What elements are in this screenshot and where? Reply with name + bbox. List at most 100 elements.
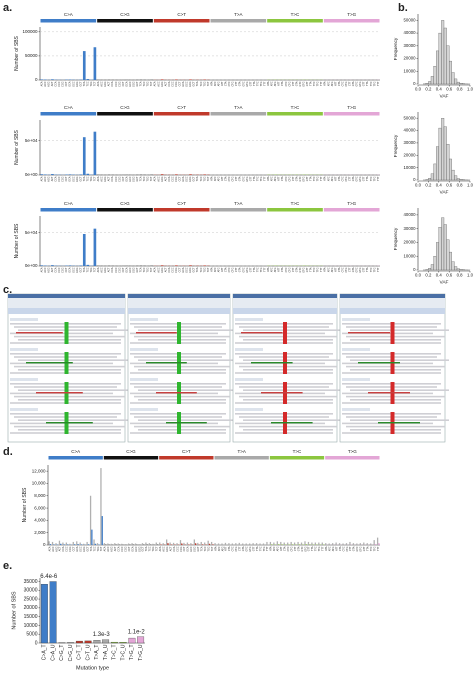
x-tick-label: ATT: [278, 176, 281, 181]
x-tick-label: 0.2: [425, 183, 432, 188]
x-tick-label: ATA: [270, 546, 273, 551]
group-band: [40, 112, 97, 116]
bar: [80, 544, 83, 545]
read: [239, 425, 337, 428]
x-tick-label: TTG: [317, 267, 320, 272]
x-tick-label: ATG: [277, 546, 280, 551]
read: [239, 335, 337, 338]
x-tick-label: TTA: [310, 81, 313, 86]
bar: [273, 542, 275, 545]
x-tick-label: C>G_T: [59, 645, 65, 661]
toolbar: [8, 298, 125, 308]
x-tick-label: GCA: [125, 81, 128, 87]
bar: [93, 47, 97, 80]
track-header: [130, 408, 158, 411]
histogram-bar: [454, 175, 458, 181]
bar: [203, 174, 207, 175]
bar: [155, 542, 157, 545]
read: [10, 332, 113, 335]
x-tick-label: CCA: [168, 81, 171, 86]
x-tick-label: ATA: [267, 176, 270, 181]
read: [350, 359, 449, 361]
panel-label: c.: [3, 284, 12, 296]
group-band: [48, 456, 103, 460]
bar: [314, 542, 317, 545]
mismatch: [36, 392, 83, 394]
x-tick-label: ACG: [161, 81, 164, 86]
x-tick-label: CCT: [122, 267, 125, 272]
histogram-bar: [459, 179, 463, 181]
x-tick-label: GCG: [138, 546, 141, 552]
x-tick-label: GCA: [182, 81, 185, 87]
x-tick-label: TTC: [313, 267, 316, 272]
bar: [189, 79, 192, 80]
x-tick-label: TTC: [313, 176, 316, 181]
histogram-bar: [438, 32, 442, 85]
bar: [293, 542, 296, 545]
x-tick-label: GCC: [129, 176, 132, 182]
x-tick-label: GTT: [306, 81, 309, 86]
mismatch: [368, 392, 410, 394]
x-tick-label: 0.6: [446, 87, 453, 92]
x-tick-label: TTC: [256, 81, 259, 86]
x-tick-label: CTC: [228, 81, 231, 86]
bar: [277, 544, 280, 545]
x-tick-label: TTC: [370, 81, 373, 86]
y-tick-label: 0: [43, 542, 46, 547]
x-tick-label: GTG: [246, 81, 249, 86]
x-tick-label: ATG: [221, 546, 224, 551]
read: [130, 422, 218, 425]
read: [10, 392, 113, 395]
x-tick-label: GTT: [249, 81, 252, 86]
x-tick-label: 0.6: [446, 273, 453, 278]
bar: [204, 542, 206, 545]
x-tick-label: CCG: [62, 81, 65, 86]
y-tick-label: 10000: [404, 68, 417, 73]
x-tick-label: GCA: [187, 546, 190, 552]
bar: [175, 265, 178, 266]
x-tick-label: ACT: [51, 81, 54, 86]
bar: [159, 542, 161, 545]
y-tick-label: 10000: [24, 623, 38, 629]
x-tick-label: ATC: [273, 546, 276, 551]
x-tick-label: TTT: [264, 81, 267, 86]
bar: [345, 543, 348, 545]
x-tick-label: TTA: [253, 176, 256, 181]
x-tick-label: CCT: [122, 81, 125, 86]
y-tick-label: 5e+04: [25, 138, 38, 143]
bar: [281, 544, 283, 545]
bar: [276, 541, 278, 545]
bar: [100, 468, 102, 545]
x-tick-label: ATT: [221, 267, 224, 272]
bar: [169, 542, 171, 545]
group-band: [153, 19, 210, 23]
x-tick-label: TTC: [256, 267, 259, 272]
x-tick-label: TTG: [260, 176, 263, 181]
x-tick-label: TTC: [256, 176, 259, 181]
x-tick-label: GCC: [129, 81, 132, 87]
x-axis-label: VAF: [440, 189, 449, 195]
x-tick-label: GCT: [136, 267, 139, 273]
x-tick-label: CCC: [58, 267, 61, 272]
y-tick-label: 50000: [404, 18, 417, 23]
annotation: 6.4e-6: [40, 574, 58, 580]
x-tick-label: TTG: [317, 81, 320, 86]
read: [18, 429, 121, 431]
bar: [77, 544, 79, 545]
histogram-bar: [428, 268, 432, 271]
x-tick-label: CTA: [339, 546, 342, 551]
x-tick-label: TTC: [259, 546, 262, 551]
x-tick-label: GCT: [193, 267, 196, 273]
x-tick-label: ACA: [104, 546, 107, 551]
x-tick-label: CTT: [235, 267, 238, 272]
bar: [228, 543, 230, 545]
bar: [75, 640, 83, 644]
x-tick-label: CCA: [118, 546, 121, 551]
x-tick-label: TCG: [147, 81, 150, 86]
bar: [162, 543, 164, 545]
x-tick-label: ACA: [159, 546, 162, 551]
bar: [189, 174, 192, 175]
x-tick-label: ATA: [324, 81, 327, 86]
x-tick-label: TTT: [264, 176, 267, 181]
bar: [152, 543, 154, 545]
